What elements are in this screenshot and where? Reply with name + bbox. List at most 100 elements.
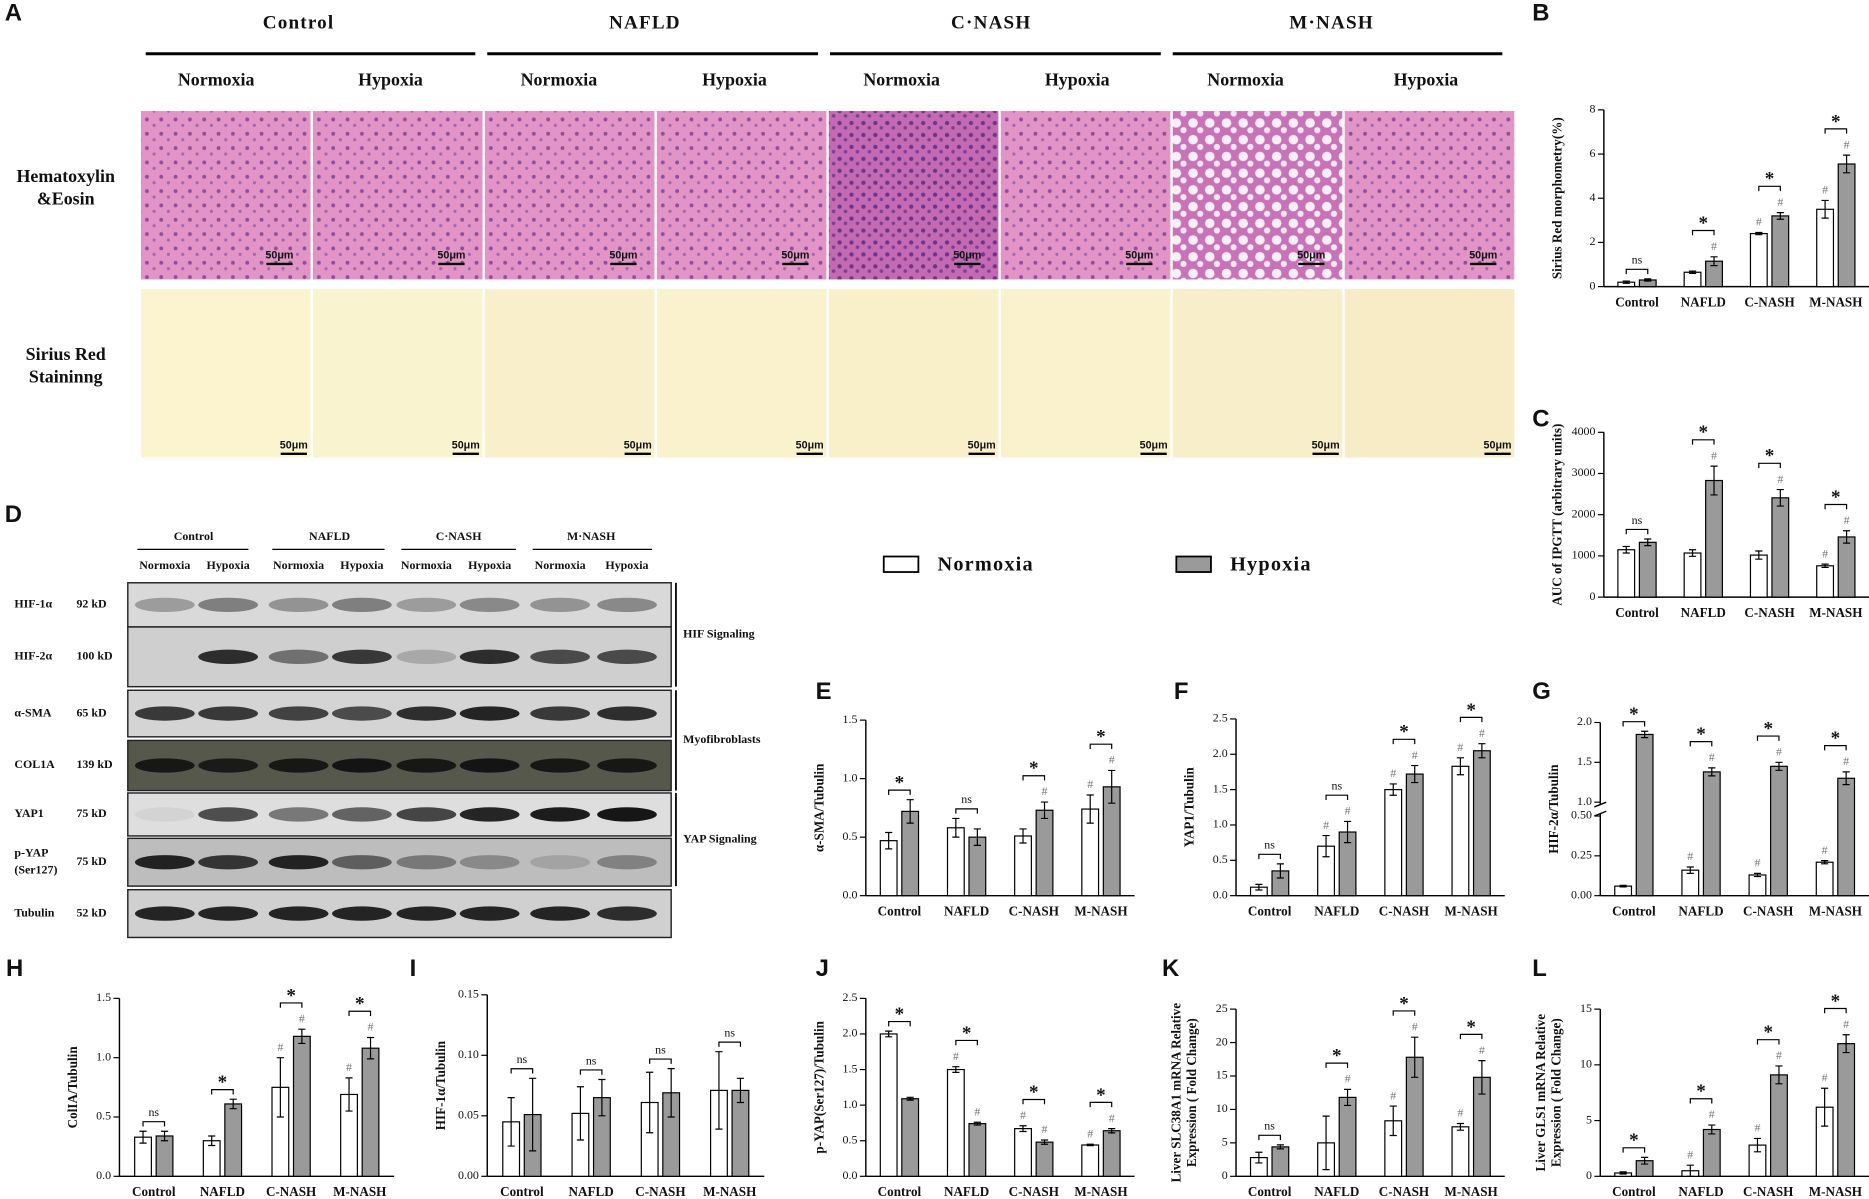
significance-hash: # (368, 1020, 374, 1034)
blot-band (597, 807, 657, 822)
bar (1816, 565, 1835, 598)
scale-bar-label: 50μm (609, 249, 637, 261)
significance-hash: # (1711, 239, 1717, 253)
blot-condition: Hypoxia (340, 558, 383, 572)
blot-band (268, 706, 329, 721)
y-tick-label: 4000 (1572, 424, 1596, 438)
panel-letter: D (5, 501, 22, 528)
error-bar (1478, 743, 1486, 759)
bar (1472, 750, 1491, 897)
axis-break-gap (1596, 804, 1604, 814)
bar (1748, 874, 1767, 897)
size-label: 75 kD (76, 854, 107, 868)
x-tick-label: C-NASH (1009, 1184, 1059, 1199)
blot-group: M·NASH (567, 529, 616, 543)
blot-band (332, 597, 392, 613)
micrograph (828, 111, 999, 280)
significance-hash: # (1709, 750, 1715, 764)
bar (1035, 809, 1054, 897)
x-tick-label: NAFLD (200, 1184, 245, 1199)
error-bar (1776, 488, 1784, 507)
x-tick-label: M-NASH (1445, 903, 1498, 918)
blot-band (332, 807, 392, 822)
blot-group: C·NASH (436, 529, 482, 543)
scale-bar-label: 50μm (1469, 249, 1497, 261)
panel-letter: K (1162, 955, 1180, 982)
panel-letter: I (410, 955, 417, 982)
significance-label: ns (1632, 513, 1643, 527)
significance-hash: # (1020, 1108, 1026, 1122)
x-tick-label: NAFLD (944, 1184, 989, 1199)
y-tick-label: 1000 (1572, 548, 1596, 562)
error-bar (1276, 863, 1284, 879)
significance-bracket (718, 1041, 742, 1047)
error-bar (1686, 866, 1694, 874)
significance-label: * (1831, 111, 1841, 132)
significance-label: * (1096, 1085, 1106, 1106)
significance-label: * (962, 1023, 972, 1044)
y-tick-label: 2.0 (1577, 714, 1592, 728)
x-tick-label: NAFLD (1681, 605, 1726, 620)
panel-letter: G (1532, 678, 1551, 705)
significance-hash: # (1345, 1072, 1351, 1086)
error-bar (1755, 231, 1763, 236)
error-bar (1641, 730, 1649, 739)
scale-bar-label: 50μm (1312, 439, 1340, 451)
error-bar (1040, 801, 1049, 820)
significance-label: * (1629, 1130, 1639, 1151)
y-axis-label: Liver GLS1 mRNA Relative (1533, 1014, 1548, 1172)
bar (879, 1033, 898, 1177)
pathway-label: Myofibroblasts (683, 732, 761, 746)
significance-bracket (1689, 741, 1713, 747)
blot-condition: Hypoxia (605, 558, 648, 572)
scale-bar-label: 50μm (265, 249, 293, 261)
x-tick-label: C-NASH (635, 1184, 685, 1199)
significance-hash: # (1844, 513, 1850, 527)
blot-band (268, 649, 329, 664)
y-axis-label: Liver SLC38A1 mRNA Relative (1169, 1003, 1184, 1183)
blot-condition: Hypoxia (207, 558, 250, 572)
bar (292, 1035, 311, 1177)
error-bar (1644, 278, 1652, 282)
significance-label: * (1831, 728, 1841, 749)
micrograph (312, 111, 483, 280)
significance-hash: # (1323, 818, 1329, 832)
y-axis-label: p-YAP(Ser127)/Tubulin (811, 1020, 826, 1153)
bar (1271, 1146, 1290, 1177)
blot-band (530, 855, 590, 870)
significance-hash: # (299, 1011, 305, 1025)
significance-label: * (1696, 724, 1706, 745)
scale-bar-label: 50μm (280, 439, 308, 451)
significance-bracket (1625, 528, 1649, 535)
significance-label: * (1399, 993, 1409, 1014)
error-bar (1343, 820, 1352, 844)
significance-hash: # (1390, 766, 1396, 780)
y-axis-label: YAP1/Tubulin (1182, 767, 1197, 848)
y-tick-label: 0.5 (843, 829, 858, 843)
error-bar (139, 1130, 147, 1144)
significance-label: * (286, 985, 296, 1006)
significance-label: ns (148, 1105, 159, 1119)
bar (1081, 1144, 1100, 1177)
bar (1102, 1130, 1121, 1177)
pathway-label: HIF Signaling (683, 626, 755, 640)
condition-label: Normoxia (1207, 69, 1284, 89)
significance-label: * (1765, 169, 1775, 190)
significance-label: ns (586, 1053, 597, 1067)
bar (1617, 549, 1636, 598)
y-tick-label: 0.15 (458, 987, 479, 1001)
blot-band (459, 906, 520, 921)
blot-band (332, 855, 392, 870)
y-tick-label: 25 (1216, 1001, 1228, 1015)
micrograph (1172, 111, 1343, 280)
significance-hash: # (1479, 726, 1485, 740)
bar (1035, 1141, 1054, 1177)
bar (968, 1123, 987, 1177)
bar (1749, 554, 1768, 598)
blot-band (530, 706, 590, 721)
x-tick-label: M-NASH (703, 1184, 756, 1199)
x-tick-label: M-NASH (1074, 903, 1127, 918)
significance-hash: # (1042, 784, 1048, 798)
significance-hash: # (1777, 472, 1783, 486)
bar (1770, 765, 1788, 897)
